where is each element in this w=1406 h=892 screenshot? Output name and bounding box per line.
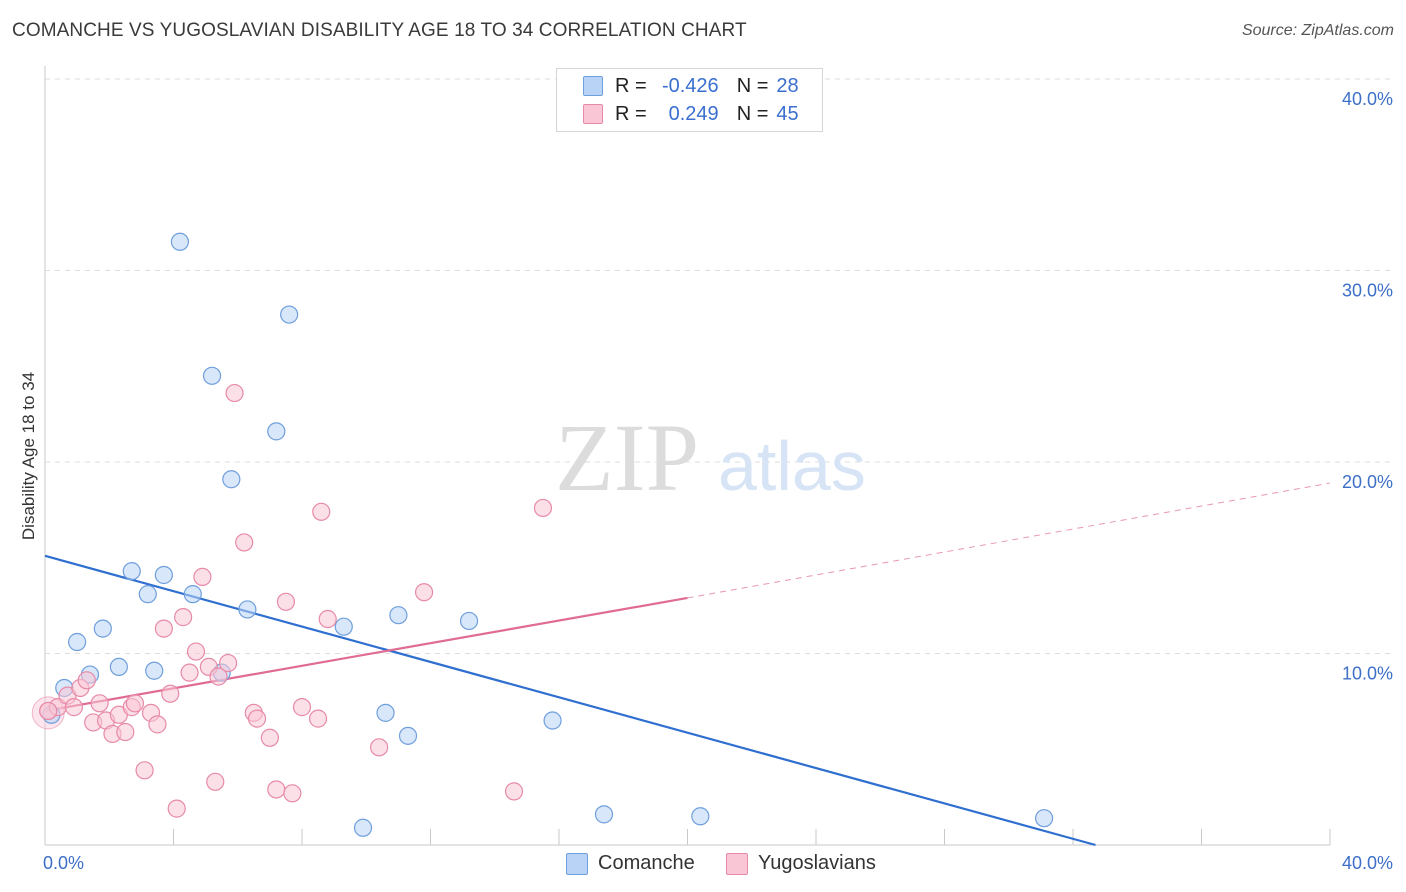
point-yugoslavians-19 [167,799,186,818]
point-yugoslavians-27 [219,653,238,673]
point-yugoslavians-37 [308,709,328,728]
point-yugoslavians-20 [174,608,193,627]
y-axis-label: Disability Age 18 to 34 [19,372,38,540]
point-comanche-27 [1034,809,1054,828]
series-legend: Comanche Yugoslavians [0,852,1406,878]
point-comanche-10 [170,232,190,251]
series-swatch-yugoslavians [726,852,748,875]
point-yugoslavians-41 [414,583,434,602]
trendline-yugoslavians-1 [44,596,688,713]
point-yugoslavians-25 [206,772,225,791]
legend-r-value: 0.249 [668,102,719,125]
point-yugoslavians-17 [154,619,173,638]
series-label-comanche: Comanche [598,852,695,874]
series-legend-yugoslavians: Yugoslavians [726,852,876,875]
point-comanche-18 [334,617,353,636]
legend-n-label: N = [736,74,769,97]
legend-r-value: -0.426 [661,74,719,97]
trendline-comanche-0 [44,554,1096,847]
point-yugoslavians-7 [90,694,109,713]
y-tick-label-3: 40.0% [1342,89,1393,109]
point-yugoslavians-34 [276,592,296,611]
legend-row-yugoslavians: R = 0.249 N = 45 [583,102,799,126]
point-yugoslavians-23 [193,567,212,587]
point-yugoslavians-3 [64,698,84,717]
point-comanche-19 [353,818,373,837]
point-comanche-7 [138,585,157,604]
y-tick-label-0: 10.0% [1342,664,1393,684]
point-yugoslavians-5 [77,671,96,690]
point-yugoslavians-21 [180,663,199,682]
series-legend-comanche: Comanche [566,852,695,875]
point-yugoslavians-11 [116,722,135,742]
point-yugoslavians-44 [39,701,58,721]
data-points [31,232,1054,837]
point-comanche-16 [267,422,286,441]
point-yugoslavians-32 [260,728,279,747]
legend-row-comanche: R = -0.426 N = 28 [583,74,799,98]
legend-n-value: 28 [776,74,799,97]
point-comanche-8 [145,661,164,680]
point-comanche-25 [594,805,614,824]
point-yugoslavians-13 [125,694,145,713]
trend-lines [44,482,1331,847]
source-label: Source: ZipAtlas.com [1241,22,1394,39]
legend-swatch-yugoslavians [583,104,603,124]
point-yugoslavians-14 [135,761,154,780]
point-yugoslavians-22 [186,642,206,661]
point-comanche-5 [109,657,128,677]
point-yugoslavians-42 [504,782,524,801]
tick-labels: 10.0% 20.0% 30.0% 40.0% 0.0% 40.0% [43,89,1393,873]
chart-title: COMANCHE VS YUGOSLAVIAN DISABILITY AGE 1… [12,20,747,41]
series-label-yugoslavians: Yugoslavians [758,852,876,874]
point-comanche-6 [122,562,141,581]
point-yugoslavians-33 [267,780,286,799]
point-comanche-21 [389,606,408,625]
legend-swatch-comanche [583,76,603,96]
watermark: ZIP atlas [555,404,866,511]
watermark-atlas: atlas [718,427,866,505]
y-tick-label-1: 20.0% [1342,472,1393,492]
point-comanche-2 [68,632,87,652]
x-tick-label-1: 40.0% [1342,853,1393,873]
x-tick-label-0: 0.0% [43,853,84,873]
point-yugoslavians-35 [283,784,302,803]
point-yugoslavians-31 [247,709,267,728]
point-comanche-12 [202,366,222,385]
point-yugoslavians-16 [148,715,167,734]
series-swatch-comanche [566,852,588,875]
point-comanche-24 [543,711,562,730]
legend-n-value: 45 [776,102,799,125]
y-tick-label-2: 30.0% [1342,281,1393,301]
point-comanche-9 [154,565,173,585]
point-comanche-26 [691,807,710,826]
point-yugoslavians-18 [161,684,180,703]
point-comanche-14 [222,470,241,489]
point-yugoslavians-26 [209,667,228,686]
point-comanche-15 [238,600,257,619]
legend-n-label: N = [736,102,769,125]
point-comanche-17 [280,305,299,324]
point-comanche-11 [183,585,202,604]
watermark-zip: ZIP [555,404,699,511]
point-yugoslavians-40 [370,738,389,757]
stats-legend: R = -0.426 N = 28 R = 0.249 N = 45 [556,68,823,132]
point-yugoslavians-28 [225,383,244,403]
point-yugoslavians-43 [533,498,553,518]
point-comanche-22 [398,726,418,745]
point-comanche-4 [93,619,112,638]
point-yugoslavians-36 [292,698,312,717]
grid-lines [45,78,1392,654]
legend-r-label: R = [615,102,647,125]
trendline-yugoslavians-2 [687,482,1331,599]
point-yugoslavians-29 [235,533,254,552]
legend-r-label: R = [615,74,647,97]
point-comanche-23 [459,611,479,631]
point-comanche-20 [376,703,395,722]
point-yugoslavians-38 [312,502,331,521]
point-yugoslavians-39 [318,609,337,629]
